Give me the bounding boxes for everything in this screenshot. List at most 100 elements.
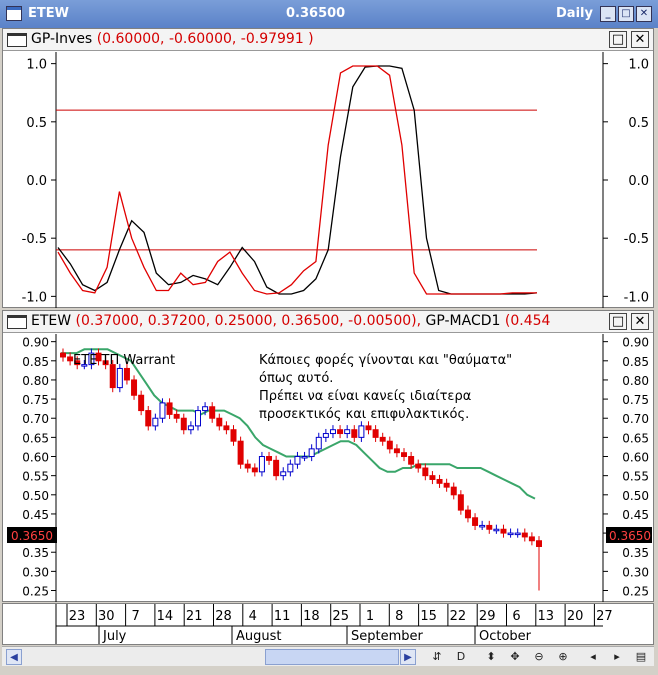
candle-body: [514, 532, 521, 536]
maximize-button[interactable]: □: [618, 6, 634, 22]
oscillator-chart[interactable]: 1.0 1.0 0.5 0.5 0.0 0.0 -0.5 -0.5 -1.0 -1.0: [3, 52, 653, 308]
y-tick-label: -0.5: [624, 232, 649, 247]
scroll-thumb[interactable]: [265, 649, 399, 665]
price-tag-right-bg: [606, 527, 652, 543]
y-tick-label: 0.30: [622, 565, 649, 579]
candle-body: [457, 494, 464, 511]
candle-body: [379, 436, 386, 442]
price-symbol: ETEW: [31, 313, 72, 329]
minimize-button[interactable]: _: [600, 6, 616, 22]
date-tick-label: 27: [596, 609, 613, 624]
y-tick-label: 0.90: [622, 336, 649, 350]
y-tick-label: 0.80: [622, 374, 649, 388]
pane-close-button[interactable]: ✕: [631, 313, 649, 330]
scroll-right-button[interactable]: ▶: [400, 649, 416, 665]
candle-body: [429, 475, 436, 480]
candle-body: [216, 417, 223, 427]
candle-body: [308, 448, 315, 458]
candle-body: [280, 471, 287, 477]
candle-body: [464, 509, 471, 519]
candle-body: [60, 352, 66, 358]
candle-body: [443, 482, 450, 488]
macd-value: (0.454: [504, 313, 551, 329]
date-tick-label: 14: [157, 609, 174, 624]
candle-body: [159, 402, 166, 419]
indicator-values: (0.60000, -0.60000, -0.97991 ): [96, 31, 314, 47]
candle-body: [372, 429, 379, 438]
indicator-name: GP-Inves: [31, 31, 93, 47]
candle-body: [322, 433, 329, 438]
left-arrow-icon[interactable]: ◂: [590, 650, 596, 663]
candle-body: [138, 394, 145, 412]
y-tick-label: -0.5: [22, 232, 47, 247]
move-icon[interactable]: ✥: [510, 650, 520, 663]
candle-body: [294, 456, 301, 465]
candle-body: [365, 425, 372, 431]
candle-body: [258, 456, 265, 473]
chart-window-icon: [6, 6, 22, 21]
candle-body: [244, 463, 251, 469]
candle-body: [393, 448, 400, 454]
candle-body: [95, 352, 102, 362]
candle-body: [507, 532, 514, 536]
date-tick-label: 7: [131, 609, 139, 624]
y-tick-label: 0.50: [622, 489, 649, 503]
candle-body: [152, 417, 159, 427]
window-price: 0.36500: [286, 6, 346, 21]
date-tick-label: 11: [274, 609, 291, 624]
series-line: [57, 65, 538, 295]
price-tag-right: 0.3650: [609, 529, 651, 543]
price-chart[interactable]: 0.90 0.90 0.85 0.85 0.80 0.80 0.75 0.75 0.70 0.70…: [3, 334, 653, 602]
right-arrow-icon[interactable]: ▸: [614, 650, 620, 663]
y-tick-label: 0.25: [22, 585, 49, 599]
zoom-in-icon[interactable]: ⊕: [558, 650, 568, 663]
candle-body: [386, 440, 393, 450]
price-values: (0.37000, 0.37200, 0.25000, 0.36500, -0.…: [75, 313, 422, 329]
candle-body: [301, 456, 308, 459]
candle-body: [408, 456, 415, 465]
candle-body: [116, 367, 123, 389]
annotation-line-4: προσεκτικός και επιφυλακτικός.: [259, 407, 469, 422]
grid-icon[interactable]: ▤: [635, 650, 647, 663]
candle-body: [287, 463, 294, 473]
candle-body: [88, 352, 95, 366]
price-tag-left-bg: [7, 527, 57, 543]
candle-body: [131, 379, 138, 396]
y-tick-label: 0.90: [22, 336, 49, 350]
close-window-button[interactable]: ✕: [636, 6, 652, 22]
pane-maximize-button[interactable]: □: [609, 313, 627, 330]
cycle-icon[interactable]: ⇵: [432, 650, 442, 663]
month-label: July: [102, 629, 127, 644]
candle-body: [329, 429, 336, 435]
price-pane[interactable]: ETEW (0.37000, 0.37200, 0.25000, 0.36500…: [2, 310, 654, 602]
window-title-bar[interactable]: ETEW 0.36500 Daily _ □ ✕: [0, 0, 658, 28]
candle-body: [422, 467, 429, 477]
horizontal-scrollbar[interactable]: ◀ ▶ ⇵ D ⬍ ✥ ⊖ ⊕ ◂ ▸ ▤: [2, 646, 654, 666]
vertical-arrows-icon[interactable]: ⬍: [486, 650, 496, 663]
date-tick-label: 21: [186, 609, 203, 624]
candle-body: [109, 364, 116, 389]
d-icon[interactable]: D: [456, 650, 466, 663]
candle-body: [500, 528, 507, 534]
indicator-pane[interactable]: GP-Inves (0.60000, -0.60000, -0.97991 ) …: [2, 28, 654, 308]
y-tick-label: 0.85: [22, 355, 49, 369]
date-tick-label: 1: [366, 609, 374, 624]
date-tick-label: 8: [395, 609, 403, 624]
candle-body: [472, 517, 479, 526]
candle-body: [102, 360, 109, 366]
candle-body: [521, 532, 528, 538]
y-tick-label: 0.35: [22, 546, 49, 560]
pane-close-button[interactable]: ✕: [631, 31, 649, 48]
scroll-left-button[interactable]: ◀: [6, 649, 22, 665]
date-axis[interactable]: 23 30 7 14 21 28 4 11 18 25 1 8 15 22 29 6 13 20 27 July Au…: [2, 603, 654, 645]
candle-body: [173, 413, 180, 419]
series-line: [57, 65, 537, 295]
candle-body: [266, 456, 273, 461]
date-tick-label: 22: [450, 609, 467, 624]
annotation-line-2: όπως αυτό.: [259, 371, 333, 386]
pane-maximize-button[interactable]: □: [609, 31, 627, 48]
zoom-out-icon[interactable]: ⊖: [534, 650, 544, 663]
y-tick-label: 0.65: [22, 431, 49, 445]
y-tick-label: 0.5: [628, 116, 649, 131]
candle-body: [337, 429, 344, 435]
